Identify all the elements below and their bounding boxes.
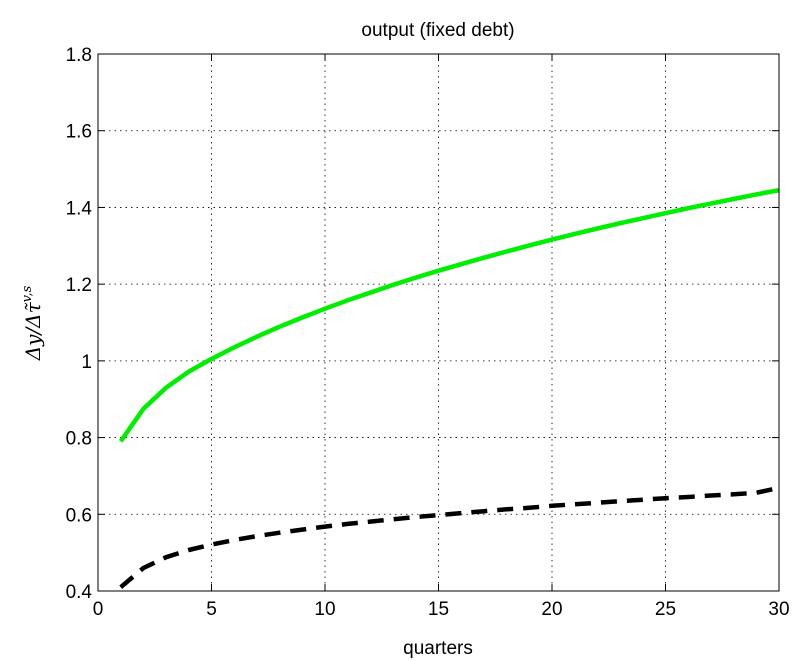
y-axis-label-superscript: v,s	[20, 285, 35, 302]
x-tick-label: 0	[93, 599, 104, 620]
y-tick-label: 1.6	[66, 122, 92, 143]
y-tick-label: 1.8	[66, 45, 92, 66]
ticks-group	[97, 53, 780, 592]
y-tick-label: 1.4	[66, 198, 93, 219]
dashed-series-line	[119, 485, 780, 589]
x-tick-label: 5	[206, 599, 217, 620]
tick-labels-group: 0 5 10 15 20 25 30 0.4 0.6 0.8 1 1.2 1.4 1.6 1.8	[66, 45, 790, 620]
y-axis-label: Δy/Δτ̃v,s	[20, 285, 45, 361]
y-tick-label: 0.8	[66, 429, 92, 450]
y-tick-label: 0.4	[66, 582, 93, 603]
y-axis-label-main: Δy/Δτ̃	[21, 301, 45, 361]
chart-title: output (fixed debt)	[361, 20, 514, 41]
y-tick-label: 1	[81, 352, 92, 373]
x-tick-label: 15	[428, 599, 449, 620]
x-tick-label: 30	[768, 599, 789, 620]
y-tick-label: 1.2	[66, 275, 92, 296]
grid	[98, 54, 779, 591]
x-tick-label: 25	[655, 599, 676, 620]
x-tick-label: 10	[314, 599, 335, 620]
x-tick-label: 20	[541, 599, 562, 620]
x-axis-label: quarters	[403, 638, 473, 659]
y-tick-label: 0.6	[66, 505, 92, 526]
series-group	[118, 187, 780, 589]
solid-series-line	[118, 187, 780, 443]
